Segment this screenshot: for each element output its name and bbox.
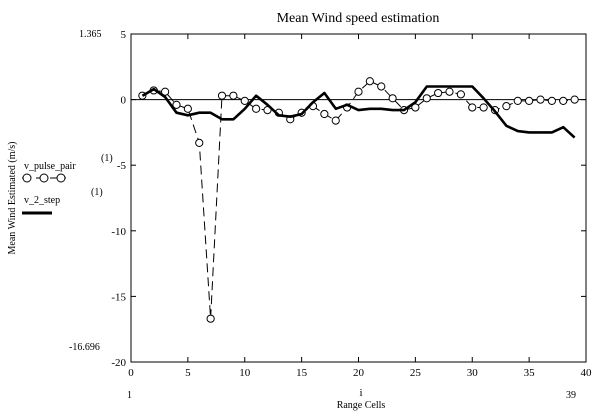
- x-tick-label: 30: [467, 367, 479, 379]
- data-point-v-pulse-pair: [252, 104, 261, 113]
- data-point-v-pulse-pair: [547, 96, 556, 106]
- y-tick-label: -20: [111, 357, 126, 369]
- data-point-v-pulse-pair: [468, 103, 477, 112]
- data-point-v-pulse-pair: [479, 103, 488, 112]
- y-tick-label: 0: [121, 95, 127, 107]
- series-line-v-2-step: [141, 85, 576, 139]
- plot-frame: [130, 33, 587, 363]
- x-tick-label: 20: [353, 367, 365, 379]
- legend-label-v-pulse-pair: v_pulse_pair: [24, 161, 76, 172]
- series-line-v-pulse-pair: [142, 80, 575, 320]
- data-point-v-pulse-pair: [559, 96, 568, 106]
- data-point-v-pulse-pair: [536, 95, 545, 104]
- x-axis-variable: i: [359, 387, 362, 399]
- series-layer: [138, 77, 579, 323]
- legend-sup-v-2-step: (1): [91, 187, 103, 198]
- data-point-v-pulse-pair: [377, 82, 386, 91]
- data-point-v-pulse-pair: [206, 314, 215, 323]
- legend-circle-marker: [22, 173, 32, 183]
- legend-sup-v-pulse-pair: (1): [101, 153, 113, 164]
- legend-marker-v-pulse-pair: [22, 173, 66, 183]
- data-point-v-pulse-pair: [445, 87, 454, 96]
- x-tick-label: 5: [185, 367, 191, 379]
- data-point-v-pulse-pair: [161, 87, 170, 96]
- y-tick-label: 5: [121, 29, 127, 41]
- data-point-v-pulse-pair: [229, 91, 238, 100]
- data-point-v-pulse-pair: [354, 87, 363, 96]
- y-tick-label: -10: [111, 226, 126, 238]
- legend-circle-marker: [56, 173, 66, 183]
- data-point-v-pulse-pair: [456, 90, 465, 99]
- x-tick-label: 35: [524, 367, 536, 379]
- x-tick-label: 25: [410, 367, 422, 379]
- x-tick-label: 0: [128, 367, 134, 379]
- data-point-v-pulse-pair: [434, 88, 443, 98]
- data-point-v-pulse-pair: [183, 104, 192, 113]
- data-point-v-pulse-pair: [365, 77, 374, 86]
- data-point-v-pulse-pair: [570, 95, 579, 104]
- data-point-v-pulse-pair: [240, 96, 249, 106]
- data-point-v-pulse-pair: [513, 96, 522, 106]
- data-point-v-pulse-pair: [331, 116, 340, 125]
- x-tick-label: 40: [581, 367, 593, 379]
- x-range-min-label: 1: [127, 390, 132, 401]
- chart-title: Mean Wind speed estimation: [277, 11, 440, 26]
- y-range-min-label: -16.696: [69, 342, 100, 353]
- legend-label-v-2-step: v_2_step: [24, 195, 60, 206]
- data-point-v-pulse-pair: [217, 91, 227, 100]
- y-tick-label: -15: [111, 291, 126, 303]
- data-point-v-pulse-pair: [172, 100, 181, 109]
- x-tick-label: 10: [239, 367, 251, 379]
- x-range-max-label: 39: [566, 390, 576, 401]
- x-tick-label: 15: [296, 367, 308, 379]
- data-point-v-pulse-pair: [411, 103, 420, 112]
- y-tick-label: -5: [117, 160, 127, 172]
- data-point-v-pulse-pair: [422, 94, 431, 103]
- data-point-v-pulse-pair: [388, 94, 397, 103]
- data-point-v-pulse-pair: [195, 138, 204, 147]
- x-axis-label: Range Cells: [337, 400, 386, 411]
- axes-layer: 50-5-10-15-200 5 10 15 20 25 30 35 401.365-16.69…: [69, 29, 592, 401]
- data-point-v-pulse-pair: [525, 96, 534, 106]
- data-point-v-pulse-pair: [502, 102, 511, 111]
- y-range-max-label: 1.365: [79, 29, 102, 40]
- data-point-v-pulse-pair: [320, 109, 329, 119]
- y-axis-label: Mean Wind Estimated (m/s): [7, 141, 18, 254]
- legend: v_pulse_pair (1) v_2_step (1): [22, 153, 113, 215]
- legend-circle-marker: [39, 173, 49, 183]
